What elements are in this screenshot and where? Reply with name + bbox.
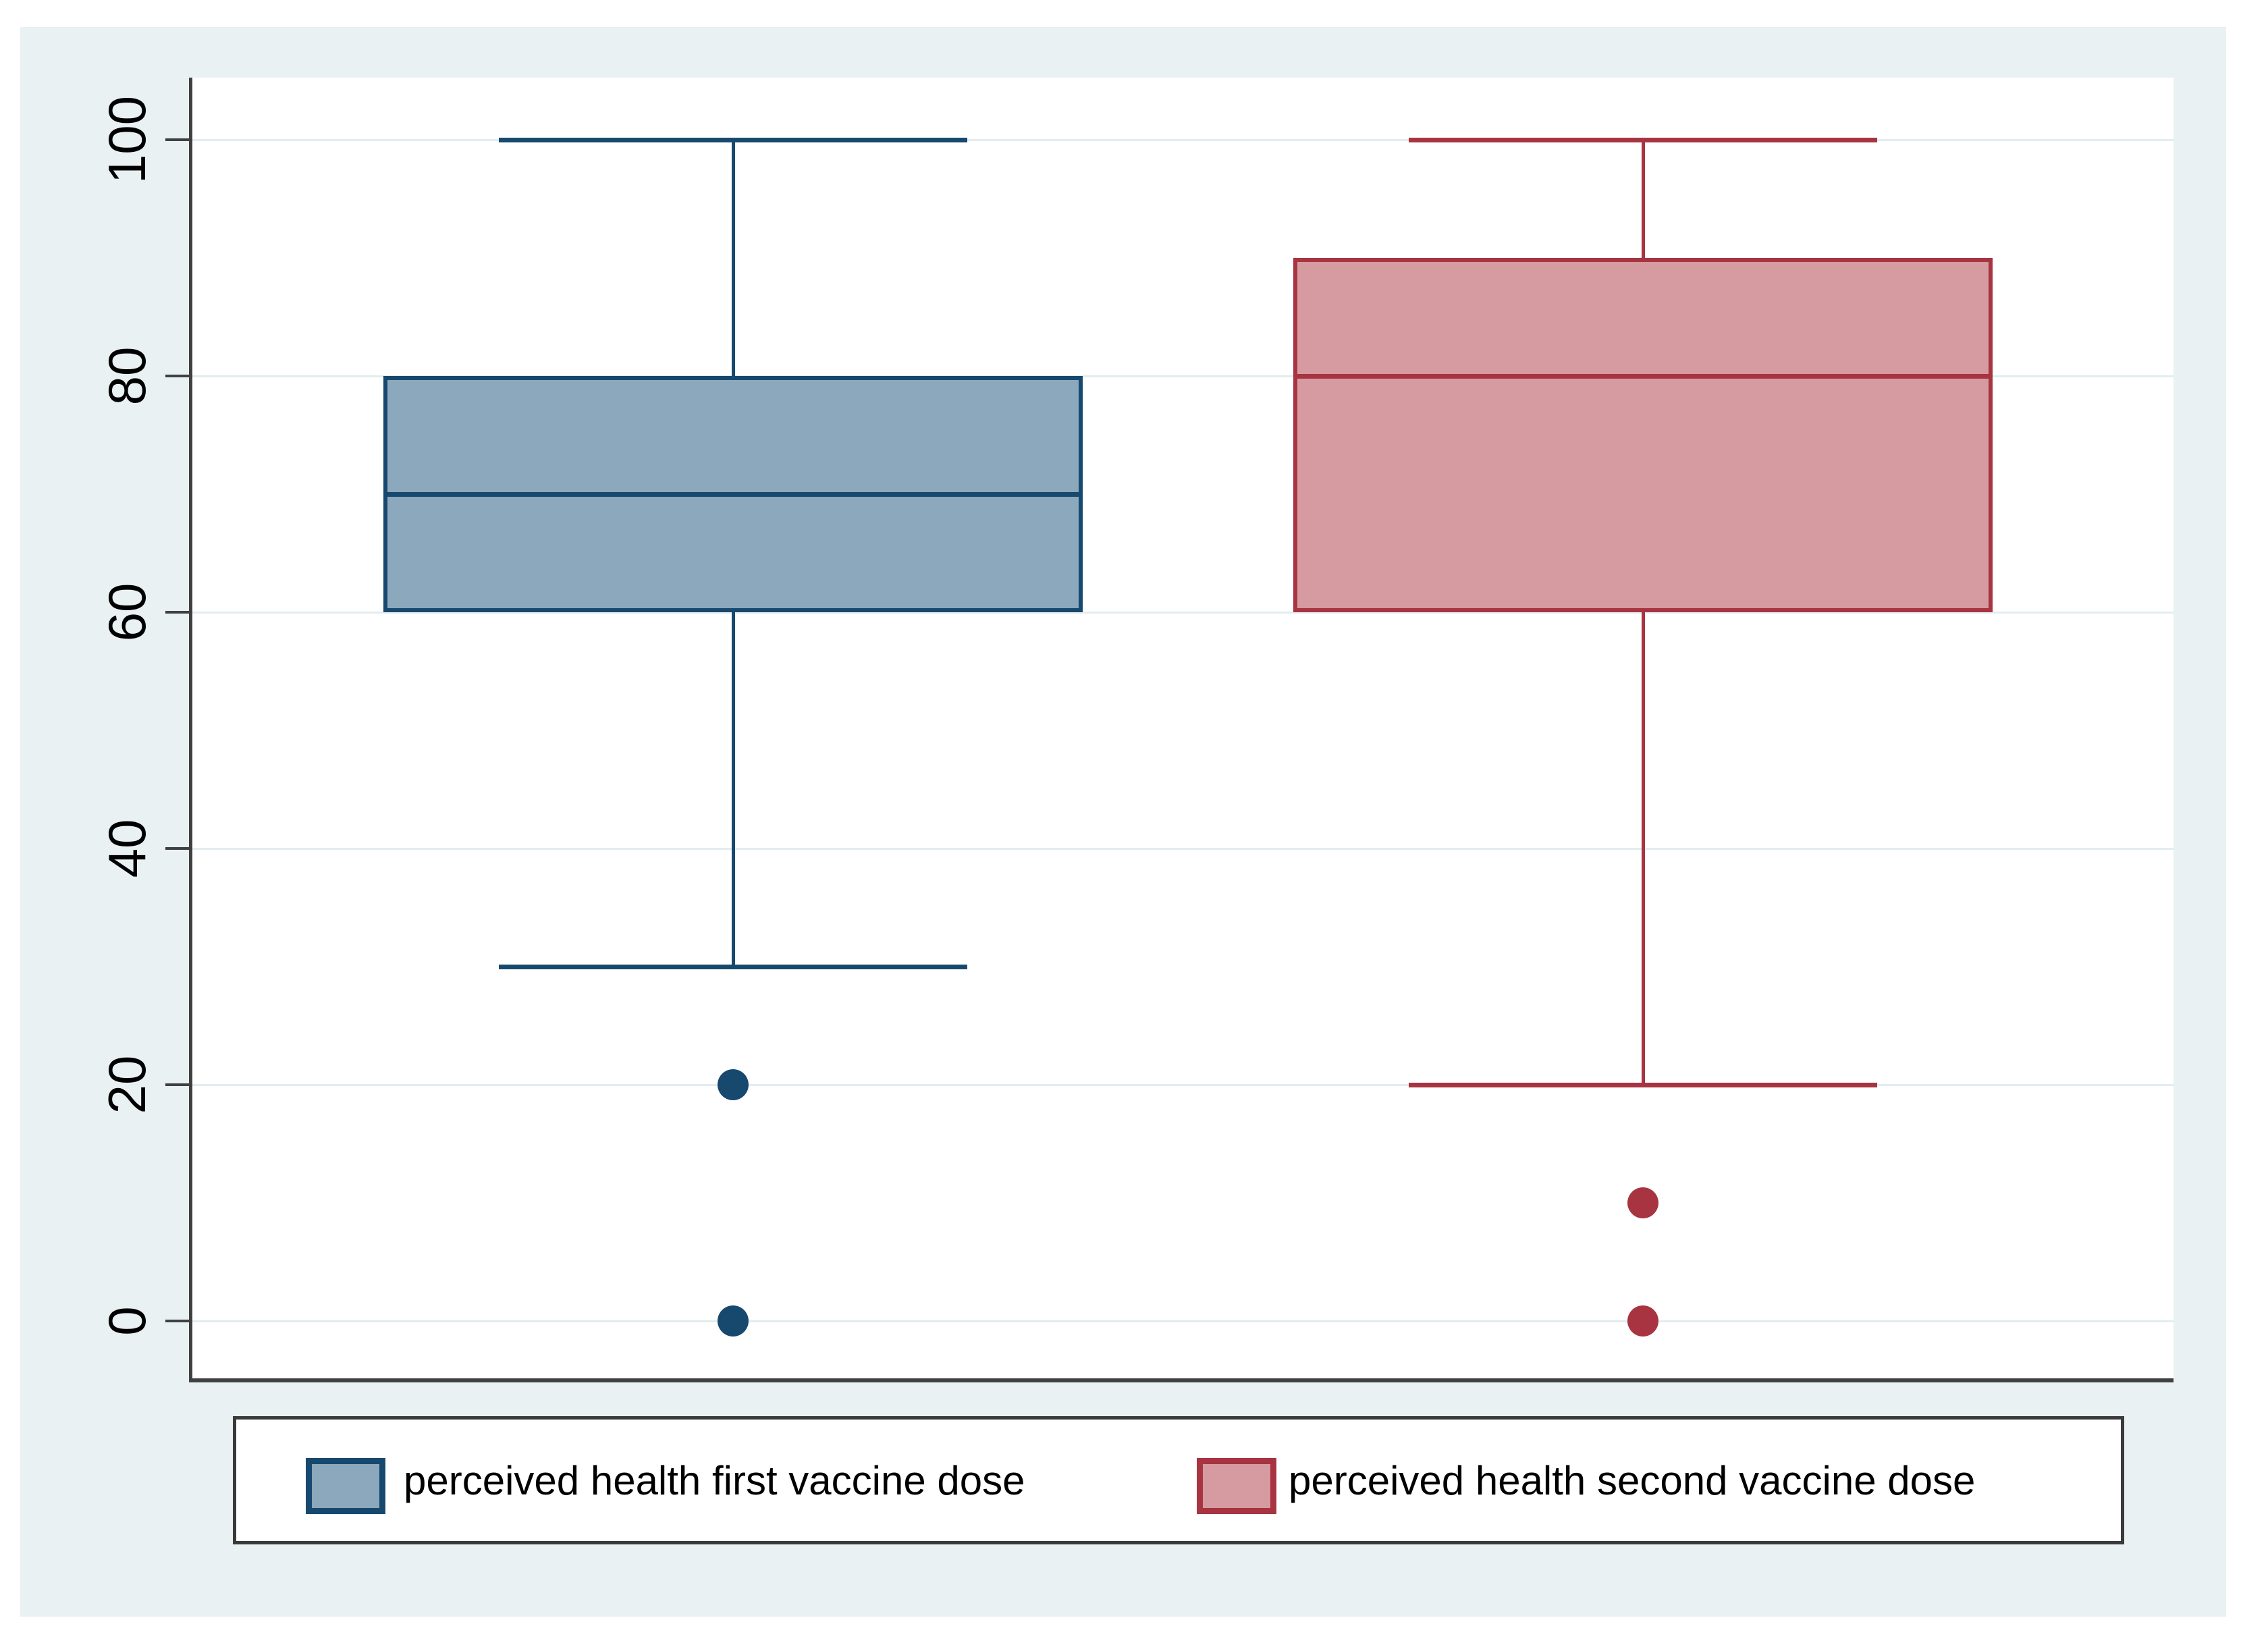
- y-tick-label: 60: [97, 583, 157, 642]
- upper-whisker-cap: [499, 137, 967, 142]
- y-axis-line: [189, 78, 192, 1380]
- outlier-dot: [718, 1069, 749, 1100]
- median-line: [1293, 373, 1993, 379]
- y-tick: [165, 847, 190, 850]
- outlier-dot: [718, 1305, 749, 1336]
- gridline: [190, 138, 2174, 141]
- lower-whisker-stem: [731, 612, 735, 967]
- y-tick: [165, 138, 190, 141]
- outlier-dot: [1627, 1305, 1658, 1336]
- lower-whisker-cap: [1409, 1082, 1877, 1087]
- legend-swatch: [306, 1458, 385, 1514]
- iqr-box: [1293, 258, 1993, 612]
- median-line: [383, 491, 1083, 497]
- legend-label: perceived health second vaccine dose: [1289, 1457, 1976, 1503]
- y-tick-label: 80: [97, 346, 157, 406]
- y-tick: [165, 1320, 190, 1322]
- upper-whisker-stem: [731, 140, 735, 376]
- y-tick: [165, 1083, 190, 1086]
- y-tick-label: 0: [97, 1306, 157, 1336]
- gridline: [190, 1320, 2174, 1322]
- upper-whisker-cap: [1409, 137, 1877, 142]
- y-tick-label: 100: [97, 95, 157, 184]
- gridline: [190, 611, 2174, 614]
- gridline: [190, 375, 2174, 377]
- y-tick: [165, 375, 190, 377]
- gridline: [190, 847, 2174, 850]
- legend-swatch: [1197, 1458, 1276, 1514]
- x-axis-line: [189, 1378, 2174, 1382]
- upper-whisker-stem: [1641, 140, 1645, 258]
- legend-label: perceived health first vaccine dose: [404, 1457, 1025, 1503]
- gridline: [190, 1083, 2174, 1086]
- y-tick-label: 20: [97, 1055, 157, 1114]
- y-tick: [165, 611, 190, 614]
- lower-whisker-stem: [1641, 612, 1645, 1085]
- outlier-dot: [1627, 1187, 1658, 1218]
- lower-whisker-cap: [499, 964, 967, 969]
- legend: [233, 1416, 2124, 1544]
- y-tick-label: 40: [97, 819, 157, 878]
